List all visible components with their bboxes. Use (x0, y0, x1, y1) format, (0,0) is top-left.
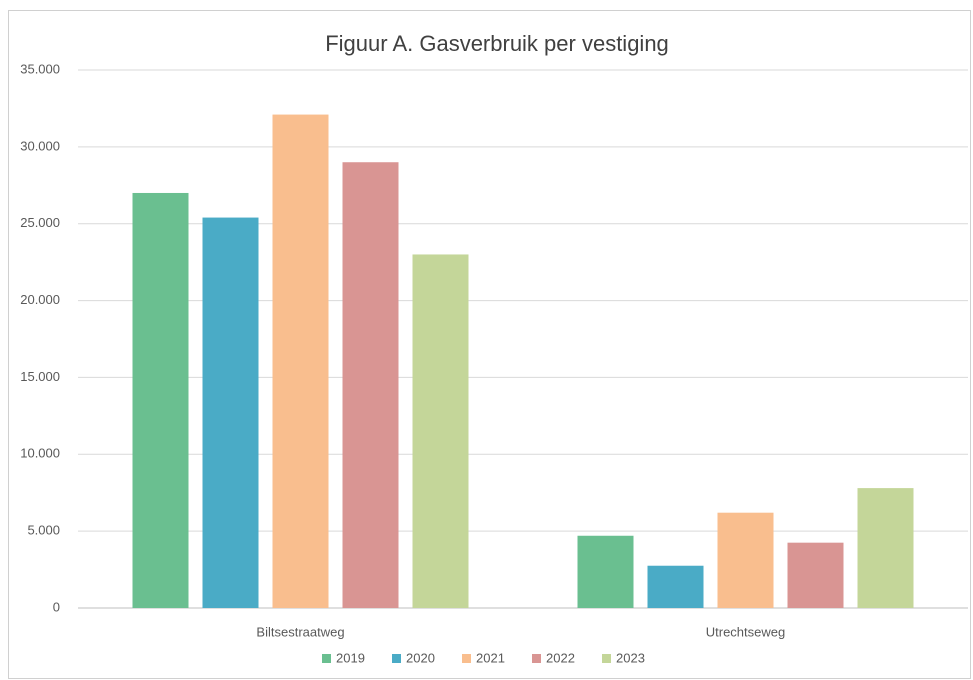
chart-title: Figuur A. Gasverbruik per vestiging (325, 31, 669, 56)
legend-label: 2023 (616, 650, 645, 665)
y-tick-label: 35.000 (20, 61, 60, 76)
legend-label: 2022 (546, 650, 575, 665)
x-tick-label: Biltsestraatweg (256, 624, 344, 639)
bar (787, 542, 844, 608)
y-tick-label: 5.000 (27, 523, 60, 538)
legend-label: 2021 (476, 650, 505, 665)
y-tick-label: 0 (53, 599, 60, 614)
legend-swatch (532, 654, 541, 663)
bar (272, 114, 329, 608)
y-tick-label: 20.000 (20, 292, 60, 307)
bar (412, 254, 469, 608)
bar (342, 162, 399, 608)
bar (202, 217, 259, 608)
bar (132, 192, 189, 608)
x-tick-label: Utrechtseweg (706, 624, 785, 639)
legend-swatch (602, 654, 611, 663)
bar (577, 535, 634, 608)
y-tick-label: 15.000 (20, 369, 60, 384)
legend-label: 2020 (406, 650, 435, 665)
legend-label: 2019 (336, 650, 365, 665)
y-tick-label: 25.000 (20, 215, 60, 230)
legend-swatch (322, 654, 331, 663)
legend-swatch (392, 654, 401, 663)
y-tick-label: 30.000 (20, 138, 60, 153)
bar (717, 512, 774, 608)
legend-swatch (462, 654, 471, 663)
y-tick-label: 10.000 (20, 446, 60, 461)
bar (857, 488, 914, 608)
bar (647, 565, 704, 608)
